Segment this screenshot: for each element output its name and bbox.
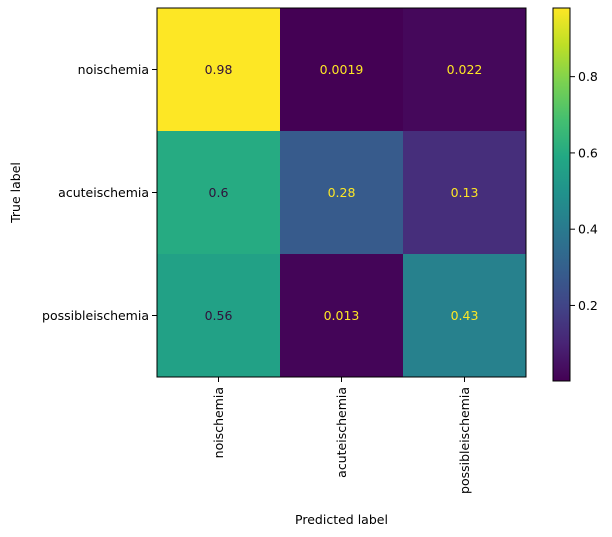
cell-value-label: 0.13	[451, 185, 479, 200]
cell-value-label: 0.6	[209, 185, 229, 200]
y-tick-label: noischemia	[78, 62, 149, 77]
x-tick-label: acuteischemia	[334, 387, 349, 478]
colorbar-ticks: 0.2 0.4 0.6 0.8	[570, 69, 598, 313]
cell-value-label: 0.0019	[320, 62, 364, 77]
heatmap-cell	[157, 8, 280, 131]
heatmap-cell	[157, 254, 280, 377]
y-tick-label: acuteischemia	[58, 185, 149, 200]
cell-value-label: 0.56	[205, 308, 233, 323]
cell-value-label: 0.013	[324, 308, 360, 323]
y-tick-label: possibleischemia	[42, 308, 149, 323]
heatmap-cells	[157, 8, 526, 377]
x-tick-label: possibleischemia	[457, 387, 472, 494]
colorbar-tick-label: 0.8	[578, 69, 598, 84]
heatmap-cell	[403, 254, 526, 377]
y-axis-label: True label	[8, 162, 23, 224]
heatmap-cell-labels: 0.98 0.0019 0.022 0.6 0.28 0.13 0.56 0.013 0.43	[205, 62, 483, 323]
colorbar-tick-label: 0.2	[578, 298, 598, 313]
colorbar-tick-label: 0.6	[578, 145, 598, 160]
x-axis-ticks: noischemia acuteischemia possibleischemia	[211, 377, 472, 494]
heatmap-cell	[157, 131, 280, 254]
heatmap-cell	[280, 254, 403, 377]
cell-value-label: 0.98	[205, 62, 233, 77]
cell-value-label: 0.022	[447, 62, 483, 77]
heatmap-cell	[403, 131, 526, 254]
heatmap-cell	[280, 131, 403, 254]
heatmap-cell	[403, 8, 526, 131]
y-axis-ticks: noischemia acuteischemia possibleischemia	[42, 62, 157, 323]
x-tick-label: noischemia	[211, 387, 226, 458]
cell-value-label: 0.28	[328, 185, 356, 200]
colorbar	[552, 7, 571, 382]
x-axis-label: Predicted label	[295, 512, 388, 527]
colorbar-tick-label: 0.4	[578, 222, 598, 237]
cell-value-label: 0.43	[451, 308, 479, 323]
heatmap-cell	[280, 8, 403, 131]
